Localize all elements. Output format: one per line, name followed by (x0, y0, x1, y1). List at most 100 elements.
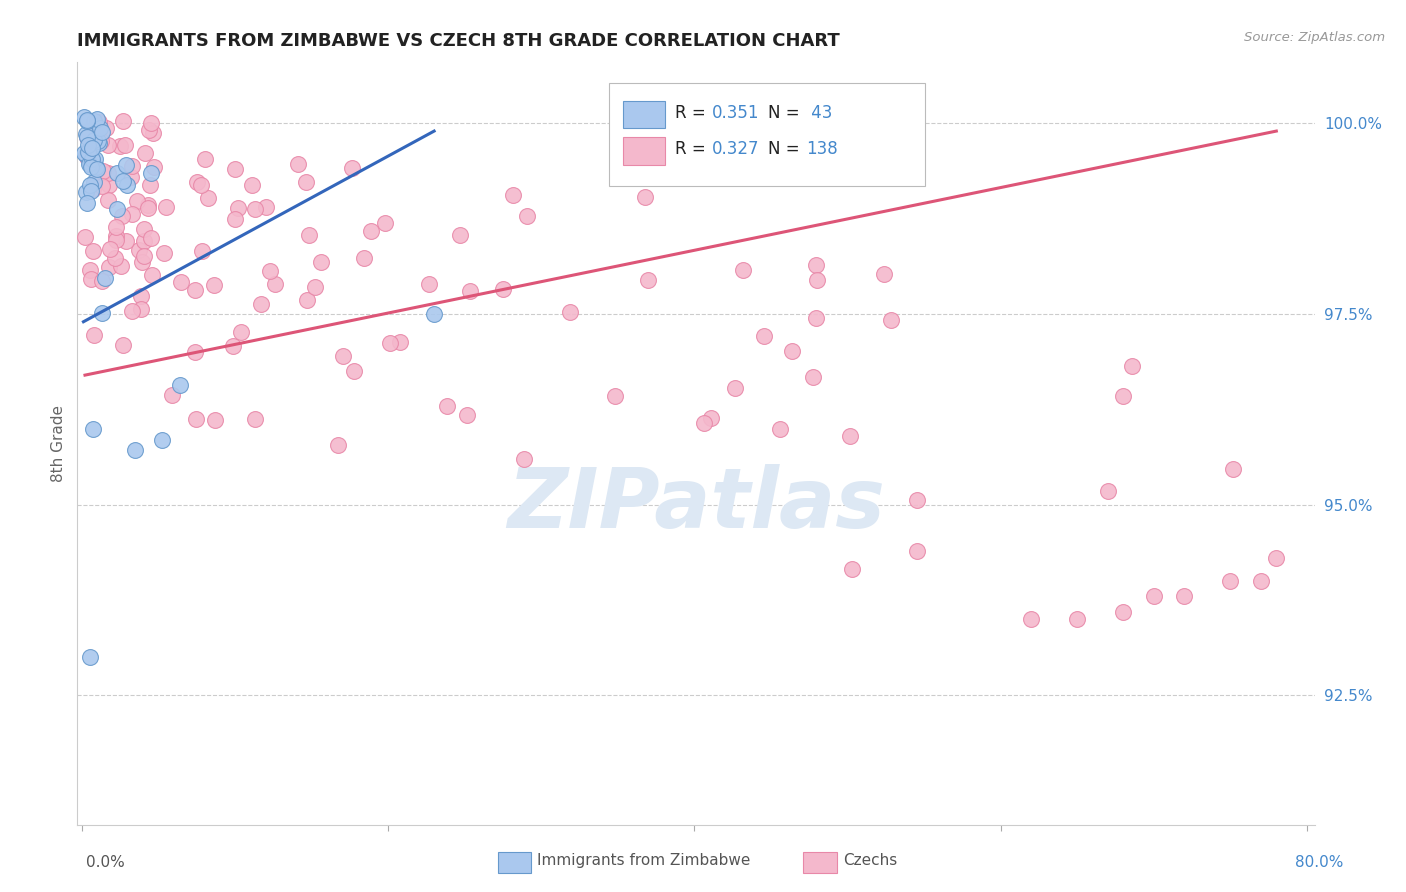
Point (82, 141, 104, 155)
Point (304, 279, 326, 293)
Point (513, 452, 536, 467)
Point (98, 242, 121, 256)
Point (77, 157, 100, 171)
Point (75, 230, 97, 244)
Point (905, 493, 928, 508)
Point (79, 262, 101, 277)
Point (880, 313, 903, 327)
Point (700, 410, 723, 425)
Text: R =: R = (675, 103, 711, 122)
Point (82, 421, 104, 435)
Point (460, 284, 482, 298)
Point (73, 145, 96, 160)
Point (155, 200, 177, 214)
Point (82, 152, 104, 166)
Point (83, 328, 105, 343)
Point (202, 278, 225, 293)
Point (111, 338, 134, 352)
Point (1219, 574, 1241, 588)
Point (224, 162, 246, 177)
Point (96, 120, 118, 135)
Point (516, 209, 538, 223)
Point (558, 304, 581, 318)
Point (204, 413, 226, 427)
Point (91, 164, 114, 178)
Text: Source: ZipAtlas.com: Source: ZipAtlas.com (1244, 31, 1385, 45)
Point (79, 272, 101, 286)
Point (197, 191, 219, 205)
Text: Immigrants from Zimbabwe: Immigrants from Zimbabwe (537, 853, 751, 868)
Point (259, 264, 281, 278)
Point (121, 304, 143, 318)
Point (138, 123, 160, 137)
Y-axis label: 8th Grade: 8th Grade (51, 405, 66, 483)
Text: ZIPatlas: ZIPatlas (508, 464, 884, 545)
Point (111, 174, 134, 188)
Point (141, 166, 163, 180)
Point (804, 311, 827, 326)
Point (374, 216, 396, 230)
Point (340, 161, 363, 175)
Point (132, 222, 155, 236)
Point (692, 416, 714, 430)
Point (222, 339, 245, 353)
Point (1222, 462, 1244, 476)
Point (128, 243, 150, 257)
Point (224, 211, 246, 226)
Point (90, 134, 112, 148)
Text: 0.327: 0.327 (711, 140, 759, 159)
Point (752, 328, 775, 343)
Point (129, 288, 152, 302)
Point (77, 145, 100, 159)
Point (353, 252, 375, 266)
Point (297, 293, 319, 308)
Point (378, 335, 401, 350)
Point (120, 169, 142, 184)
Point (129, 302, 152, 317)
Point (112, 114, 135, 128)
Point (142, 126, 165, 140)
Point (605, 389, 627, 403)
Point (841, 561, 863, 575)
Point (76, 196, 98, 211)
Point (309, 255, 332, 269)
Point (80, 160, 103, 174)
Point (76, 149, 98, 163)
Point (326, 437, 349, 451)
Point (79, 155, 101, 169)
Point (295, 175, 318, 189)
Point (191, 244, 214, 258)
Point (150, 433, 173, 447)
Point (105, 229, 128, 244)
Point (141, 268, 163, 283)
Point (84, 153, 107, 167)
Point (1250, 574, 1272, 588)
Point (139, 178, 162, 193)
Point (90, 125, 112, 139)
Point (502, 188, 524, 202)
Point (343, 364, 366, 378)
Point (76, 114, 98, 128)
Point (97, 166, 120, 180)
Point (86, 162, 108, 177)
Point (456, 408, 478, 422)
Point (87, 135, 110, 149)
Point (114, 138, 136, 153)
Point (143, 160, 166, 174)
Point (1143, 590, 1166, 604)
Point (184, 283, 207, 297)
Point (287, 157, 309, 171)
Point (76, 130, 98, 145)
Point (134, 234, 156, 248)
Point (91, 306, 114, 320)
Point (250, 297, 273, 311)
Point (134, 249, 156, 263)
Point (80, 185, 103, 199)
Point (226, 201, 249, 215)
Point (105, 233, 128, 247)
Point (389, 335, 412, 350)
Point (131, 254, 153, 268)
Point (84, 161, 107, 175)
Point (436, 399, 458, 413)
Text: R =: R = (675, 140, 711, 159)
